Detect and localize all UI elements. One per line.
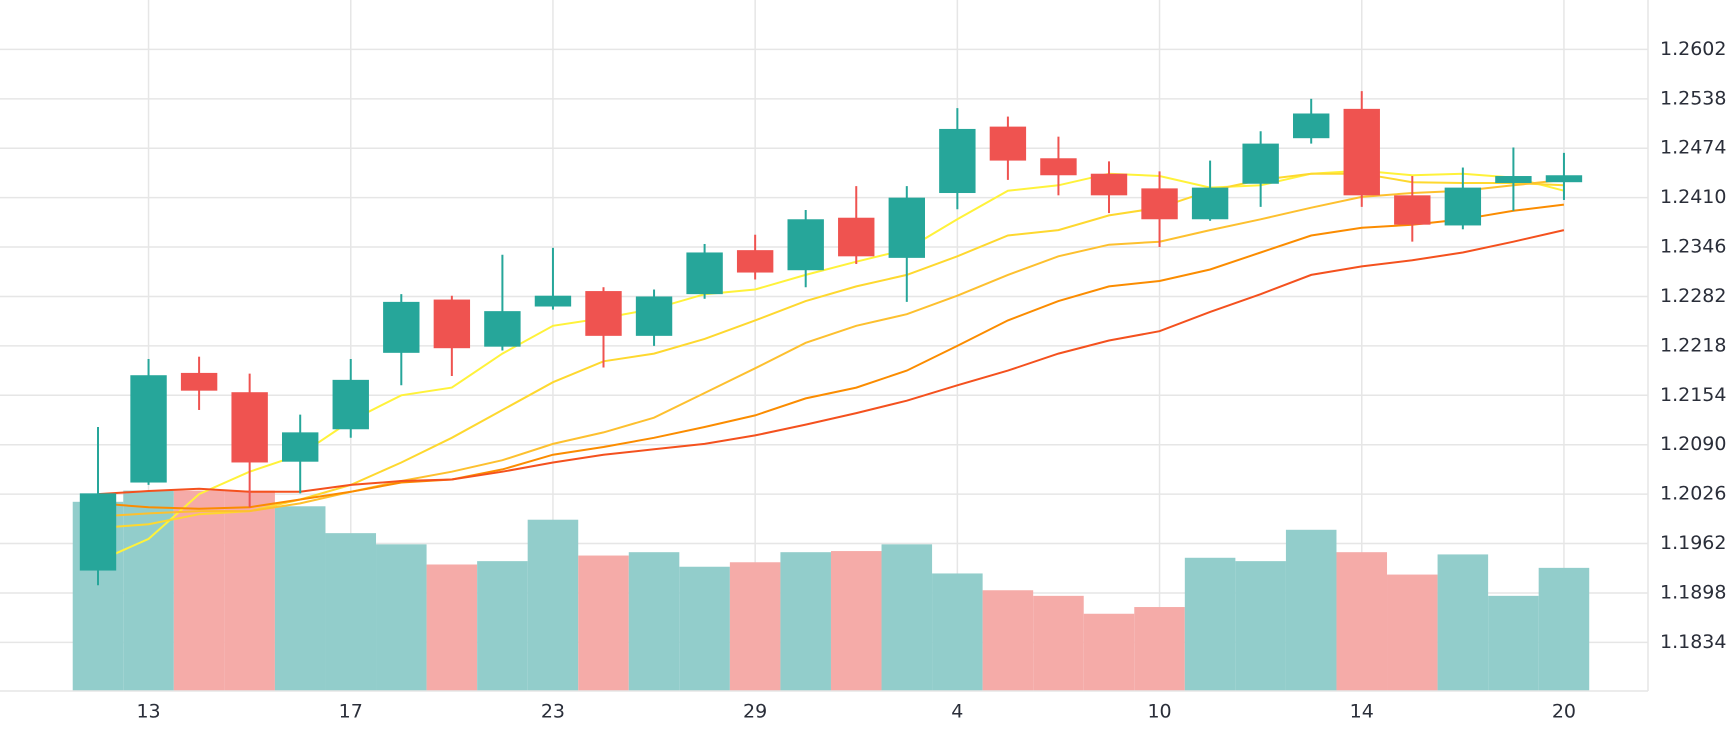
- x-tick-label: 10: [1147, 701, 1171, 723]
- candle-body: [686, 252, 723, 295]
- candle-body: [130, 375, 167, 483]
- y-tick-label: 1.1834: [1660, 631, 1726, 653]
- moving-average-line: [97, 229, 1565, 496]
- volume-bar: [729, 562, 781, 691]
- candle-body: [1141, 188, 1178, 220]
- candle-body: [1394, 195, 1431, 225]
- candle-body: [1040, 158, 1077, 176]
- layer: [79, 91, 1583, 586]
- candle-body: [433, 299, 471, 349]
- volume-bar: [1235, 561, 1286, 691]
- moving-average-line: [97, 169, 1565, 563]
- y-tick-label: 1.2154: [1660, 384, 1726, 406]
- candle-body: [1343, 108, 1380, 196]
- volume-bar: [1184, 557, 1236, 691]
- moving-average-line: [97, 172, 1564, 530]
- candle-body: [736, 250, 774, 273]
- layer: [72, 490, 1590, 691]
- volume-bar: [830, 551, 882, 691]
- volume-bar: [1538, 567, 1590, 691]
- volume-bar: [376, 544, 427, 691]
- y-tick-label: 1.2090: [1660, 433, 1726, 455]
- candle-body: [231, 392, 268, 463]
- candle-body: [635, 296, 673, 336]
- y-tick-label: 1.2410: [1660, 186, 1726, 208]
- y-tick-label: 1.2346: [1660, 236, 1726, 258]
- volume-bar: [780, 552, 831, 691]
- volume-bar: [173, 490, 225, 691]
- candle-body: [989, 126, 1027, 161]
- candle-body: [585, 291, 622, 336]
- y-tick-label: 1.2026: [1660, 483, 1726, 505]
- candle-body: [787, 219, 824, 271]
- candle-body: [838, 217, 875, 257]
- candle-body: [1545, 175, 1583, 183]
- candle-body: [1293, 113, 1330, 139]
- volume-bar: [1134, 607, 1185, 691]
- volume-bar: [578, 555, 629, 691]
- volume-bar: [1437, 554, 1489, 691]
- volume-bar: [1285, 529, 1337, 691]
- moving-average-line: [97, 203, 1565, 510]
- volume-bar: [426, 564, 478, 691]
- volume-bar: [1488, 595, 1539, 691]
- volume-bar: [274, 506, 326, 691]
- candle-body: [939, 128, 976, 194]
- x-tick-label: 20: [1552, 701, 1576, 723]
- volume-bar: [527, 519, 579, 691]
- candle-body: [282, 432, 319, 462]
- y-tick-label: 1.1962: [1660, 532, 1726, 554]
- volume-bar: [1083, 613, 1135, 691]
- volume-bar: [881, 544, 933, 691]
- volume-bar: [1336, 552, 1388, 691]
- volume-bar: [224, 490, 275, 691]
- x-tick-label: 29: [743, 701, 767, 723]
- y-tick-label: 1.2602: [1660, 38, 1726, 60]
- y-tick-label: 1.2282: [1660, 285, 1726, 307]
- y-tick-label: 1.2474: [1660, 137, 1726, 159]
- candle-body: [79, 493, 117, 571]
- volume-bar: [1387, 574, 1438, 691]
- x-tick-label: 13: [136, 701, 160, 723]
- candle-body: [484, 311, 521, 347]
- x-tick-label: 14: [1350, 701, 1374, 723]
- candle-body: [888, 197, 925, 258]
- candle-body: [383, 301, 420, 353]
- x-tick-label: 4: [951, 701, 963, 723]
- candle-body: [534, 295, 572, 307]
- volume-bar: [628, 552, 680, 691]
- volume-bar: [477, 561, 528, 691]
- y-tick-label: 1.1898: [1660, 581, 1726, 603]
- volume-bar: [1033, 595, 1084, 691]
- x-tick-label: 17: [339, 701, 363, 723]
- candle-body: [1242, 143, 1279, 184]
- candle-body: [332, 379, 369, 430]
- volume-bar: [982, 590, 1034, 691]
- volume-bar: [679, 566, 730, 691]
- volume-bar: [932, 573, 983, 691]
- y-tick-label: 1.2218: [1660, 334, 1726, 356]
- x-tick-label: 23: [541, 701, 565, 723]
- volume-bar: [325, 533, 377, 691]
- candle-body: [1090, 173, 1128, 196]
- candle-body: [180, 372, 218, 391]
- candle-body: [1191, 187, 1229, 220]
- candle-body: [1495, 176, 1532, 183]
- y-tick-label: 1.2538: [1660, 87, 1726, 109]
- candle-body: [1444, 187, 1482, 226]
